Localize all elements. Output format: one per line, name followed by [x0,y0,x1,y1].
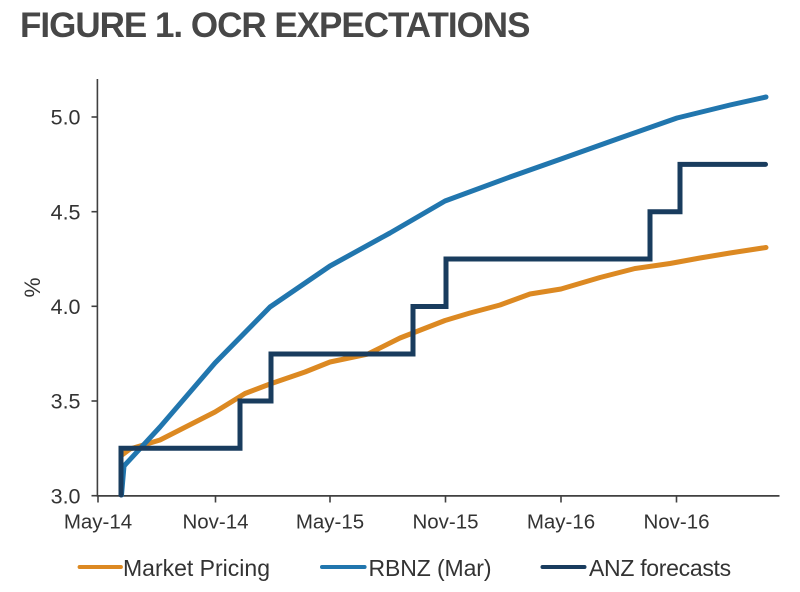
svg-text:5.0: 5.0 [51,106,81,130]
svg-text:3.0: 3.0 [51,484,81,508]
svg-text:May-16: May-16 [527,511,595,534]
svg-text:Market Pricing: Market Pricing [123,555,270,581]
svg-text:Nov-14: Nov-14 [182,511,248,534]
svg-text:RBNZ (Mar): RBNZ (Mar) [369,555,492,581]
svg-text:Nov-16: Nov-16 [643,511,709,534]
svg-text:Nov-15: Nov-15 [412,511,478,534]
svg-text:May-14: May-14 [64,511,132,534]
svg-text:ANZ forecasts: ANZ forecasts [589,555,731,581]
svg-text:%: % [20,277,45,297]
svg-text:3.5: 3.5 [51,390,81,414]
svg-text:May-15: May-15 [296,511,364,534]
svg-text:4.0: 4.0 [51,295,81,319]
svg-text:4.5: 4.5 [51,200,81,224]
svg-text:FIGURE 1. OCR EXPECTATIONS: FIGURE 1. OCR EXPECTATIONS [20,6,529,45]
